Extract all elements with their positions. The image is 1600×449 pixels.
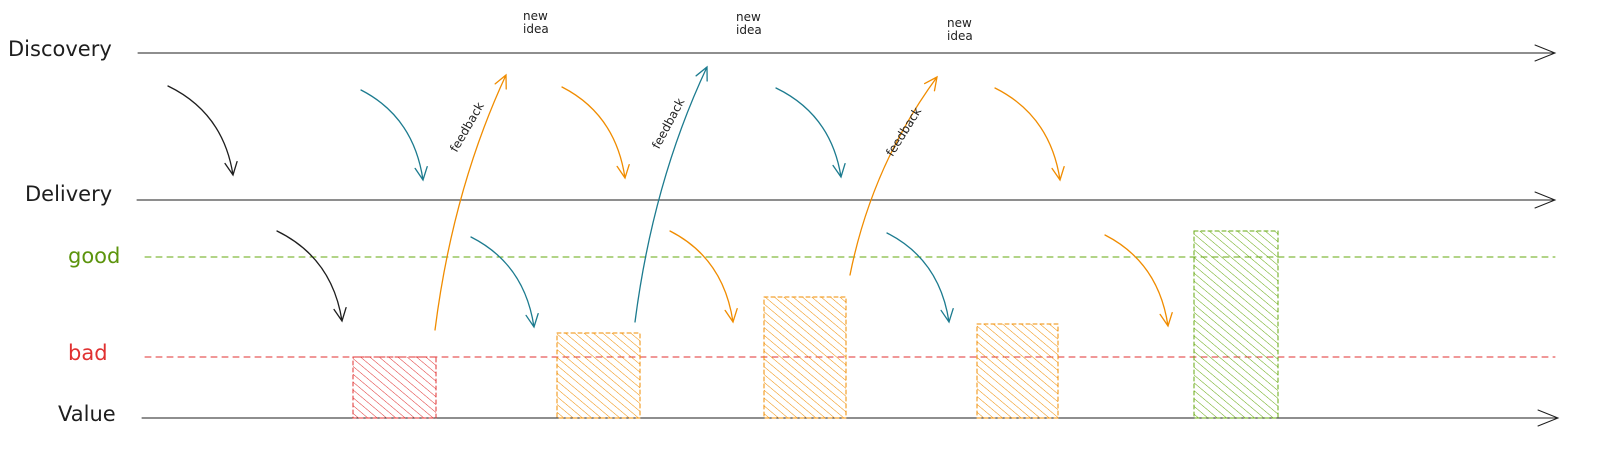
- feedback-arrow: [634, 65, 708, 323]
- new-idea: new idea: [523, 9, 549, 36]
- flow-arrow: [994, 87, 1065, 182]
- level-label: good: [68, 244, 121, 268]
- value-bar: [1193, 230, 1279, 419]
- flow-arrow: [470, 236, 539, 329]
- new-idea: new idea: [736, 10, 762, 37]
- delivery-axis: [136, 191, 1557, 209]
- value-bar: [352, 356, 437, 419]
- flow-arrow: [669, 230, 738, 324]
- value-bar: [556, 332, 641, 419]
- lane-label: Value: [58, 402, 116, 426]
- flow-arrow: [360, 89, 428, 182]
- discovery-axis: [137, 44, 1557, 62]
- flow-arrow: [167, 85, 238, 177]
- flow-arrow: [775, 87, 846, 179]
- lane-label: Delivery: [25, 182, 113, 206]
- flow-arrow: [276, 230, 347, 323]
- lane-label: Discovery: [8, 37, 112, 61]
- new-idea: new idea: [947, 16, 973, 43]
- value-bar: [763, 296, 847, 419]
- feedback-arrow: [849, 75, 938, 276]
- feedback-arrow: [434, 73, 507, 331]
- flow-arrow: [561, 86, 630, 180]
- flow-arrow: [886, 232, 954, 324]
- level-label: bad: [68, 341, 108, 365]
- flow-arrow: [1104, 234, 1173, 328]
- value-bar: [976, 323, 1059, 419]
